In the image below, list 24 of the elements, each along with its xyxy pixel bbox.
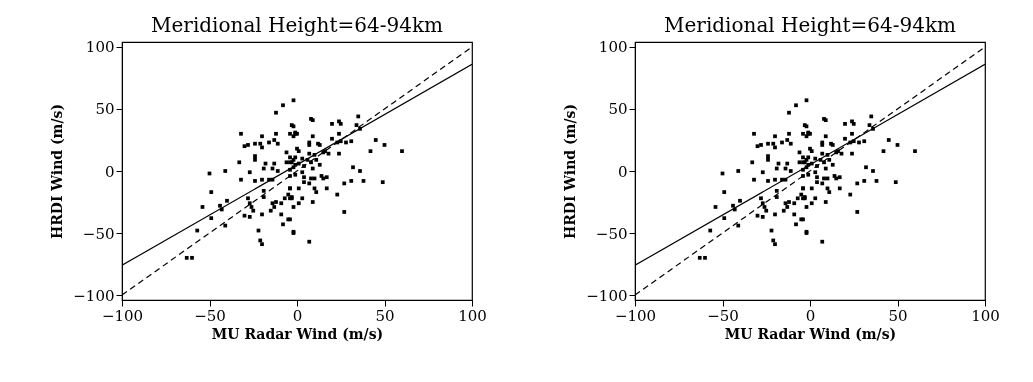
chart-title: Meridional Height=64-94km [664, 12, 957, 37]
y-axis-title: HRDI Wind (m/s) [562, 103, 579, 240]
x-tick-label: 100 [971, 306, 1000, 325]
y-tick-label: −100 [586, 286, 628, 305]
y-tick-label: 0 [617, 162, 628, 181]
x-tick-label: 0 [805, 306, 816, 325]
x-tick-label: 50 [375, 306, 395, 325]
x-tick-label: −50 [707, 306, 739, 325]
x-tick-label: 0 [292, 306, 303, 325]
x-tick-label: 50 [888, 306, 908, 325]
y-axis-title: HRDI Wind (m/s) [49, 103, 66, 240]
x-axis-title: MU Radar Wind (m/s) [724, 325, 897, 342]
y-tick-label: 50 [608, 100, 628, 119]
y-tick-label: 50 [95, 100, 115, 119]
chart-title: Meridional Height=64-94km [151, 12, 444, 37]
x-axis-title: MU Radar Wind (m/s) [211, 325, 384, 342]
y-tick-label: −50 [82, 224, 115, 243]
x-tick-label: 100 [458, 306, 487, 325]
y-tick-label: −50 [595, 224, 628, 243]
y-tick-label: −100 [73, 286, 115, 305]
y-tick-label: 0 [104, 162, 115, 181]
x-tick-label: −50 [194, 306, 226, 325]
y-tick-label: 100 [598, 38, 628, 57]
y-tick-label: 100 [85, 38, 115, 57]
